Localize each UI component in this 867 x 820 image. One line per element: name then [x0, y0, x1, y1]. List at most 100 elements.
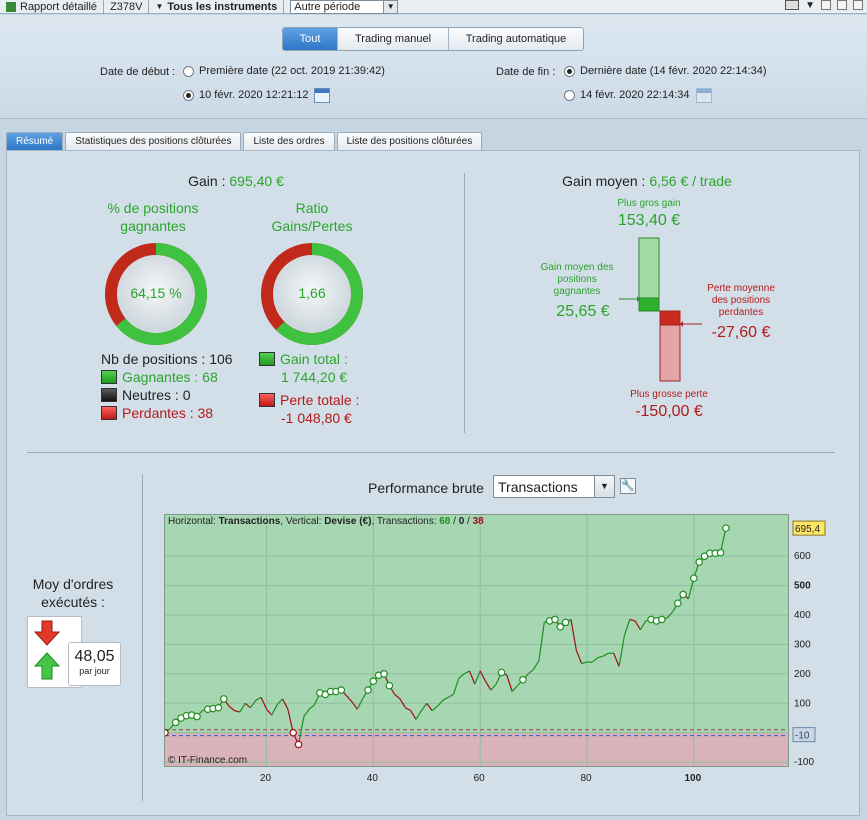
- up-segment: [533, 660, 540, 670]
- avg-loss-value: -27,60 €: [711, 324, 771, 341]
- neutral-count: Neutres : 0: [101, 386, 233, 404]
- down-segment: [228, 705, 235, 712]
- segment-automatic[interactable]: Trading automatique: [449, 28, 583, 50]
- wrench-icon[interactable]: 🔧: [620, 478, 636, 494]
- loss-square-icon: [259, 393, 275, 407]
- orders-rate-value: 48,05: [74, 648, 115, 665]
- down-segment: [244, 702, 251, 709]
- window-controls: ▼: [785, 0, 863, 11]
- radio-icon: [564, 89, 575, 101]
- gain-square-icon: [259, 352, 275, 366]
- chart-legend: Horizontal: Transactions, Vertical: Devi…: [168, 516, 484, 527]
- data-point: [369, 677, 378, 686]
- x-tick-label: 60: [474, 773, 486, 784]
- report-icon: [6, 1, 16, 12]
- data-point: [385, 681, 394, 690]
- up-segment: [591, 657, 599, 663]
- minimize-icon[interactable]: [821, 0, 831, 10]
- data-point: [551, 615, 559, 624]
- data-point: [690, 574, 698, 583]
- data-point: [716, 548, 725, 557]
- up-segment: [420, 702, 428, 711]
- start-custom-radio[interactable]: 10 févr. 2020 12:21:12: [183, 89, 308, 101]
- performance-label: Performance brute: [368, 480, 484, 496]
- segment-all[interactable]: Tout: [283, 28, 338, 50]
- up-segment: [356, 698, 364, 710]
- trading-mode-segmented: Tout Trading manuel Trading automatique: [282, 27, 584, 51]
- donut-win-arc: [105, 243, 207, 345]
- y-tick-label: 200: [794, 669, 811, 680]
- y-tick-label: 400: [794, 610, 811, 621]
- end-calendar-icon[interactable]: [696, 88, 712, 103]
- losers-count: Perdantes : 38: [101, 404, 233, 422]
- summary-content: Gain : 695,40 € % de positions gagnantes …: [6, 150, 860, 816]
- orders-label: Moy d'ordres exécutés :: [32, 576, 114, 610]
- data-point: [722, 524, 730, 532]
- performance-axis-select[interactable]: Transactions ▼: [493, 475, 615, 498]
- y-tick-label: 100: [794, 698, 811, 709]
- tab-closed-positions[interactable]: Liste des positions clôturées: [336, 132, 483, 150]
- avg-win-label: Gain moyen des positions gagnantes: [540, 262, 614, 297]
- data-point: [219, 695, 228, 703]
- end-custom-radio[interactable]: 14 févr. 2020 22:14:34: [564, 89, 689, 101]
- down-segment: [575, 650, 583, 664]
- win-rate-donut: [105, 243, 207, 345]
- vertical-divider-bottom: [142, 474, 143, 801]
- orders-rate-box: 48,05 par jour: [68, 642, 121, 686]
- marker-badge: [792, 727, 816, 743]
- winners-count: Gagnantes : 68: [101, 368, 233, 386]
- up-segment: [442, 696, 449, 701]
- report-tabs: Résumé Statistiques des positions clôtur…: [6, 132, 484, 150]
- end-last-radio[interactable]: Dernière date (14 févr. 2020 22:14:34): [564, 65, 767, 77]
- data-point: [364, 686, 372, 694]
- data-point: [695, 558, 703, 566]
- neutral-square-icon: [101, 388, 117, 402]
- down-segment: [260, 697, 268, 710]
- tab-closed-stats[interactable]: Statistiques des positions clôturées: [65, 132, 242, 150]
- up-segment: [618, 635, 625, 667]
- max-gain-value: 153,40 €: [617, 212, 681, 229]
- chart-copyright: © IT-Finance.com: [168, 755, 248, 766]
- positive-zone: [165, 515, 788, 733]
- down-segment: [468, 670, 476, 685]
- last-value-label: 695,4: [795, 524, 820, 535]
- segment-manual[interactable]: Trading manuel: [338, 28, 449, 50]
- avg-gain-bars: [619, 237, 702, 382]
- tab-summary[interactable]: Résumé: [6, 132, 64, 150]
- down-segment: [405, 707, 412, 712]
- y-tick-label: 500: [794, 581, 811, 592]
- y-tick-label: 300: [794, 639, 811, 650]
- menu-dropdown-icon[interactable]: ▼: [805, 0, 815, 11]
- chevron-down-icon: ▼: [383, 0, 398, 13]
- report-title: Rapport détaillé: [0, 0, 105, 14]
- max-gain-label: Plus gros gain: [617, 198, 681, 209]
- start-calendar-icon[interactable]: [314, 88, 330, 103]
- period-select[interactable]: Autre période ▼: [290, 0, 399, 14]
- up-segment: [308, 704, 315, 710]
- account-selector[interactable]: Z378V: [104, 0, 150, 14]
- up-segment: [602, 652, 609, 657]
- positions-count: Nb de positions : 106: [101, 351, 233, 367]
- avg-win-value: 25,65 €: [556, 303, 610, 320]
- tab-orders[interactable]: Liste des ordres: [243, 132, 335, 150]
- down-segment: [346, 695, 353, 703]
- print-icon[interactable]: [785, 0, 800, 10]
- start-first-radio[interactable]: Première date (22 oct. 2019 21:39:42): [183, 65, 385, 77]
- up-segment: [597, 655, 604, 659]
- up-segment: [255, 696, 262, 701]
- maximize-icon[interactable]: [837, 0, 847, 10]
- top-toolbar: Rapport détaillé Z378V ▼ Tous les instru…: [0, 0, 867, 14]
- down-segment: [506, 675, 513, 692]
- performance-chart: Horizontal: Transactions, Vertical: Devi…: [164, 514, 789, 767]
- close-icon[interactable]: [853, 0, 863, 10]
- down-segment: [570, 619, 577, 651]
- down-segment: [394, 693, 401, 700]
- instruments-selector[interactable]: ▼ Tous les instruments: [149, 0, 285, 14]
- down-segment: [281, 698, 289, 710]
- x-tick-label: 20: [260, 773, 272, 784]
- down-segment: [479, 670, 487, 682]
- gain-total: Gain total : 1 744,20 €: [259, 350, 348, 386]
- data-point: [380, 670, 388, 678]
- avg-loss-label: Perte moyenne des positions perdantes: [707, 283, 775, 318]
- up-segment: [527, 668, 534, 675]
